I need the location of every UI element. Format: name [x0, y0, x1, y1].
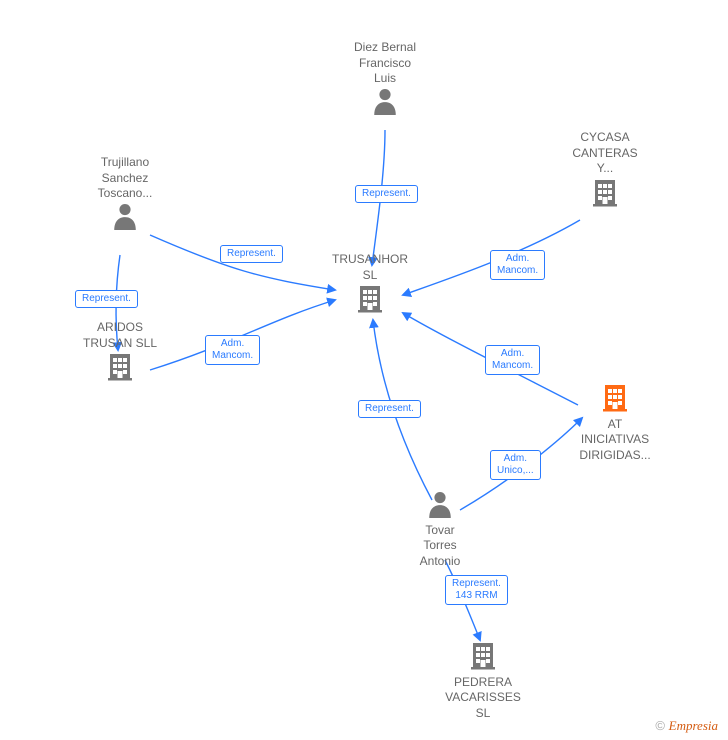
building-icon — [105, 351, 135, 386]
node-label-line: VACARISSES — [428, 690, 538, 706]
node-label-line: CANTERAS — [560, 146, 650, 162]
copyright-symbol: © — [655, 718, 665, 733]
node-label-line: SL — [428, 706, 538, 722]
building-icon — [355, 283, 385, 318]
edge-label-tovar-trusanhor: Represent. — [358, 400, 421, 418]
edge-label-tovar-at: Adm.Unico,... — [490, 450, 541, 480]
node-pedrera[interactable]: PEDRERAVACARISSESSL — [428, 640, 538, 721]
edge-label-aridos-trusanhor: Adm.Mancom. — [205, 335, 260, 365]
person-icon — [112, 202, 138, 235]
edge-label-cycasa-trusanhor: Adm.Mancom. — [490, 250, 545, 280]
credit-text: Empresia — [669, 718, 718, 733]
node-diez[interactable]: Diez BernalFranciscoLuis — [340, 40, 430, 119]
node-label-line: Luis — [340, 71, 430, 87]
building-icon — [600, 382, 630, 417]
node-cycasa[interactable]: CYCASACANTERASY... — [560, 130, 650, 211]
node-aridos[interactable]: ARIDOSTRUSAN SLL — [75, 320, 165, 386]
node-label-line: Y... — [560, 161, 650, 177]
node-label-line: Trujillano — [80, 155, 170, 171]
node-label-line: Toscano... — [80, 186, 170, 202]
node-label-line: Antonio — [400, 554, 480, 570]
node-label-line: Sanchez — [80, 171, 170, 187]
node-trujillano[interactable]: TrujillanoSanchezToscano... — [80, 155, 170, 234]
building-icon — [468, 640, 498, 675]
node-label-line: AT — [560, 417, 670, 433]
edge-label-trujillano-aridos: Represent. — [75, 290, 138, 308]
node-trusanhor[interactable]: TRUSANHORSL — [325, 252, 415, 318]
node-label-line: Francisco — [340, 56, 430, 72]
node-label-line: Torres — [400, 538, 480, 554]
person-icon — [427, 490, 453, 523]
node-at[interactable]: ATINICIATIVASDIRIGIDAS... — [560, 382, 670, 463]
edge-label-trujillano-trusanhor: Represent. — [220, 245, 283, 263]
node-tovar[interactable]: TovarTorresAntonio — [400, 490, 480, 569]
node-label-line: TRUSAN SLL — [75, 336, 165, 352]
credit: © Empresia — [655, 718, 718, 734]
edge-label-at-trusanhor: Adm.Mancom. — [485, 345, 540, 375]
edge-label-diez-trusanhor: Represent. — [355, 185, 418, 203]
diagram-canvas: © Empresia Diez BernalFranciscoLuis Truj… — [0, 0, 728, 740]
node-label-line: SL — [325, 268, 415, 284]
node-label-line: INICIATIVAS — [560, 432, 670, 448]
node-label-line: CYCASA — [560, 130, 650, 146]
node-label-line: Diez Bernal — [340, 40, 430, 56]
node-label-line: Tovar — [400, 523, 480, 539]
node-label-line: PEDRERA — [428, 675, 538, 691]
node-label-line: TRUSANHOR — [325, 252, 415, 268]
building-icon — [590, 177, 620, 212]
edge-label-tovar-pedrera: Represent.143 RRM — [445, 575, 508, 605]
node-label-line: ARIDOS — [75, 320, 165, 336]
node-label-line: DIRIGIDAS... — [560, 448, 670, 464]
person-icon — [372, 87, 398, 120]
